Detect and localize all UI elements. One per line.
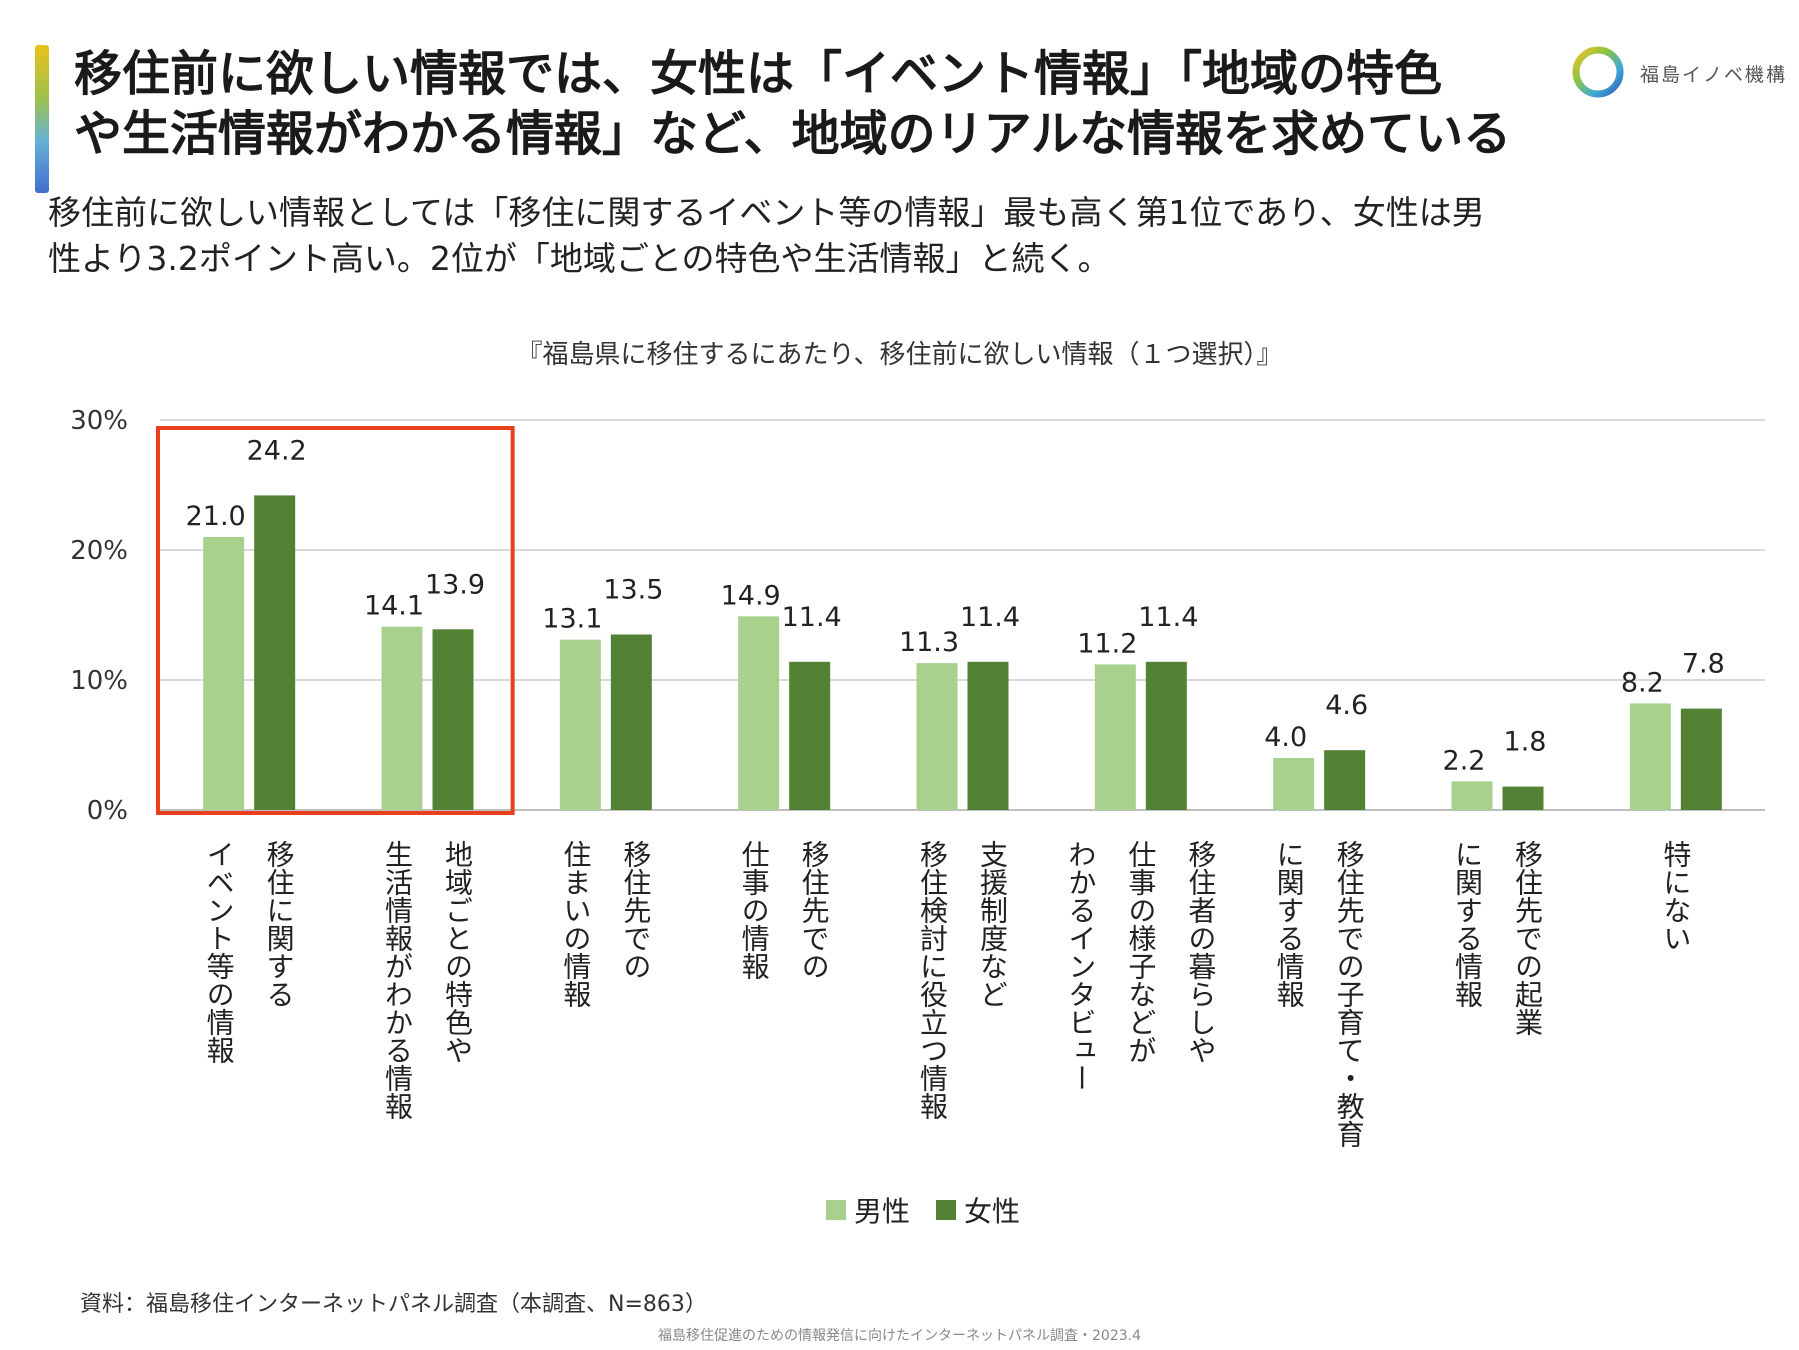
data-label: 8.2	[1621, 667, 1664, 698]
bar-female	[1502, 786, 1544, 810]
category-label: 仕事の様子などが	[1124, 840, 1157, 1064]
bar-male	[203, 537, 245, 810]
title-line-1: 移住前に欲しい情報では、女性は「イベント情報」「地域の特色	[74, 46, 1443, 102]
category-label: 特にない	[1659, 840, 1692, 952]
lead-line-2: 性より3.2ポイント高い。2位が「地域ごとの特色や生活情報」と続く。	[48, 239, 1111, 278]
data-label: 11.4	[782, 602, 842, 633]
data-label: 4.0	[1264, 722, 1307, 753]
y-tick-label: 30%	[70, 406, 128, 436]
lead-line-1: 移住前に欲しい情報としては「移住に関するイベント等の情報」最も高く第1位であり、…	[48, 193, 1485, 232]
title-accent-bar	[35, 45, 49, 193]
data-label: 14.1	[364, 591, 424, 622]
data-label: 11.3	[899, 627, 959, 658]
data-label: 11.4	[1138, 602, 1198, 633]
category-label: 移住者の暮らしや	[1184, 840, 1217, 1064]
category-label: 移住に関する	[263, 840, 296, 1008]
category-label: に関する情報	[1451, 840, 1484, 1008]
y-tick-label: 0%	[87, 796, 128, 826]
y-tick-label: 20%	[70, 536, 128, 566]
data-label: 21.0	[186, 501, 246, 532]
bar-male	[381, 626, 423, 810]
data-label: 11.4	[960, 602, 1020, 633]
category-label: 移住先での起業	[1511, 840, 1544, 1036]
page-title: 移住前に欲しい情報では、女性は「イベント情報」「地域の特色 や生活情報がわかる情…	[74, 44, 1554, 164]
data-label: 7.8	[1682, 649, 1725, 680]
footer-note: 福島移住促進のための情報発信に向けたインターネットパネル調査・2023.4	[658, 1328, 1141, 1344]
data-label: 2.2	[1443, 745, 1486, 776]
category-label: 移住検討に役立つ情報	[916, 840, 949, 1120]
lead-text: 移住前に欲しい情報としては「移住に関するイベント等の情報」最も高く第1位であり、…	[48, 190, 1748, 282]
category-label: 住まいの情報	[559, 840, 592, 1008]
bar-female	[254, 495, 296, 810]
legend-item-female: 女性	[936, 1190, 1020, 1230]
category-label: わかるインタビュー	[1064, 840, 1097, 1092]
source-note: 資料：福島移住インターネットパネル調査（本調査、N=863）	[80, 1292, 707, 1317]
data-label: 13.1	[542, 604, 602, 635]
bar-male	[559, 639, 601, 810]
legend-swatch-female	[936, 1200, 957, 1220]
legend-swatch-male	[826, 1200, 846, 1220]
category-label: 生活情報がわかる情報	[381, 840, 414, 1120]
data-label: 13.9	[425, 569, 485, 600]
bar-male	[738, 616, 780, 810]
bar-female	[1324, 750, 1366, 810]
y-tick-label: 10%	[70, 666, 128, 696]
data-label: 11.2	[1077, 628, 1137, 659]
data-label: 1.8	[1504, 727, 1547, 758]
bar-female	[967, 661, 1009, 810]
bar-male	[1094, 664, 1136, 810]
category-label: 移住先での	[798, 840, 831, 980]
highlight-box	[156, 426, 515, 815]
category-label: 移住先での	[619, 840, 652, 980]
legend-label-male: 男性	[854, 1195, 911, 1228]
category-label: に関する情報	[1273, 840, 1306, 1008]
category-label: 支援制度など	[976, 840, 1009, 1008]
bar-female	[1145, 661, 1187, 810]
bar-male	[916, 663, 958, 810]
bar-female	[1680, 708, 1722, 810]
category-label: 仕事の情報	[738, 840, 771, 980]
data-label: 24.2	[247, 435, 307, 466]
legend-item-male: 男性	[826, 1190, 910, 1230]
category-label: 移住先での子育て・教育	[1333, 840, 1366, 1148]
organization-logo: 福島イノベ機構	[1568, 42, 1785, 104]
category-label: イベント等の情報	[203, 840, 236, 1064]
logo-text: 福島イノベ機構	[1640, 64, 1788, 86]
chart-legend: 男性 女性	[826, 1190, 1020, 1230]
bar-female	[432, 629, 474, 810]
title-line-2: や生活情報がわかる情報」など、地域のリアルな情報を求めている	[74, 106, 1512, 162]
bar-male	[1273, 758, 1315, 810]
bar-female	[789, 661, 831, 810]
bar-male	[1629, 703, 1671, 810]
data-label: 4.6	[1325, 690, 1368, 721]
legend-label-female: 女性	[964, 1195, 1021, 1228]
chart-title: 『福島県に移住するにあたり、移住前に欲しい情報（１つ選択）』	[516, 340, 1283, 370]
bar-female	[610, 634, 652, 810]
category-label: 地域ごとの特色や	[441, 840, 474, 1064]
bar-male	[1451, 781, 1493, 810]
data-label: 13.5	[603, 575, 663, 606]
data-label: 14.9	[721, 580, 781, 611]
logo-ring-icon	[1572, 46, 1624, 98]
